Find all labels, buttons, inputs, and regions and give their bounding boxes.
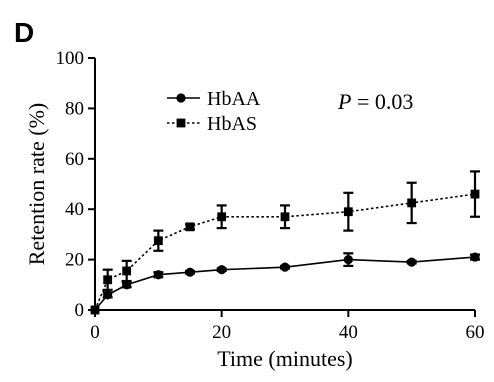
series-hbaa bbox=[90, 252, 480, 315]
data-point-square bbox=[407, 198, 417, 208]
data-point-square bbox=[153, 236, 163, 246]
y-tick-label: 80 bbox=[65, 98, 84, 119]
data-point-square bbox=[470, 189, 480, 199]
y-tick-label: 20 bbox=[65, 250, 84, 271]
p-value-symbol: P bbox=[337, 89, 351, 114]
data-point-circle bbox=[217, 265, 227, 275]
legend: HbAA HbAS bbox=[167, 88, 261, 135]
x-axis-title: Time (minutes) bbox=[217, 346, 352, 371]
x-tick-label: 0 bbox=[90, 322, 100, 343]
legend-label: HbAS bbox=[207, 113, 257, 135]
x-tick-label: 40 bbox=[339, 322, 358, 343]
series-line bbox=[94, 256, 476, 311]
data-point-square bbox=[90, 305, 100, 315]
legend-label: HbAA bbox=[207, 88, 261, 110]
panel-label: D bbox=[14, 17, 34, 48]
y-tick-label: 100 bbox=[56, 48, 85, 69]
data-point-square bbox=[217, 212, 227, 222]
y-ticks: 0 20 40 60 80 100 bbox=[56, 48, 95, 321]
x-tick-label: 60 bbox=[466, 322, 485, 343]
data-point-square bbox=[343, 207, 353, 217]
data-point-circle bbox=[343, 255, 353, 265]
legend-item-hbas: HbAS bbox=[167, 113, 257, 135]
data-point-circle bbox=[103, 290, 113, 300]
p-value-annotation: P = 0.03 bbox=[337, 89, 413, 114]
data-point-circle bbox=[407, 257, 417, 267]
series-hbas bbox=[90, 170, 480, 315]
data-point-square bbox=[280, 212, 290, 222]
data-point-circle bbox=[280, 262, 290, 272]
data-point-circle bbox=[176, 93, 186, 103]
y-tick-label: 0 bbox=[75, 300, 85, 321]
data-point-square bbox=[103, 275, 113, 285]
p-value-text: = 0.03 bbox=[351, 89, 413, 114]
data-point-square bbox=[185, 222, 195, 232]
data-point-circle bbox=[470, 252, 480, 262]
legend-item-hbaa: HbAA bbox=[167, 88, 261, 110]
data-point-square bbox=[176, 118, 186, 128]
y-tick-label: 40 bbox=[65, 199, 84, 220]
data-point-circle bbox=[153, 270, 163, 280]
plot-area: 0 20 40 60 80 100 0 20 40 60 bbox=[56, 48, 485, 343]
y-axis-title: Retention rate (%) bbox=[24, 103, 49, 266]
data-point-circle bbox=[122, 280, 132, 290]
data-point-circle bbox=[185, 267, 195, 277]
data-point-square bbox=[122, 266, 132, 276]
x-tick-label: 20 bbox=[212, 322, 231, 343]
y-tick-label: 60 bbox=[65, 149, 84, 170]
series-layer bbox=[90, 170, 480, 315]
x-ticks: 0 20 40 60 bbox=[90, 310, 485, 343]
